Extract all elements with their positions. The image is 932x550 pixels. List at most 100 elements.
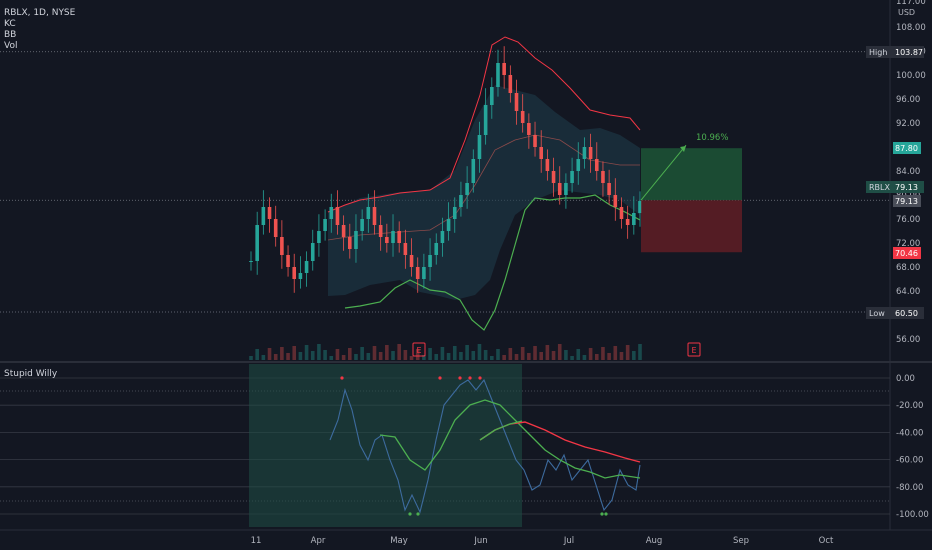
candle (323, 219, 327, 231)
volume-bar (527, 353, 531, 360)
candle (452, 207, 457, 219)
current-price-tag-bg (866, 181, 924, 193)
osc-overbought-dot (468, 376, 472, 380)
indicator-vol[interactable]: Vol (4, 41, 18, 51)
candle (632, 213, 636, 225)
candle (354, 231, 358, 249)
osc-signal-line (379, 399, 641, 479)
osc-oversold-dot (408, 512, 412, 516)
target-price-tag-bg (893, 142, 921, 154)
volume-bar (366, 353, 371, 360)
oscillator-title[interactable]: Stupid Willy (4, 369, 58, 379)
volume-bar (632, 351, 636, 360)
high-price-tag-label: High (869, 48, 887, 57)
volume-bar (310, 351, 315, 360)
symbol-title[interactable]: RBLX, 1D, NYSE (4, 8, 76, 18)
price-axis-tick: 117.00 (896, 0, 926, 7)
candle (607, 183, 611, 195)
price-axis-tick: 56.00 (896, 335, 920, 345)
time-axis-tick: Jun (473, 536, 487, 546)
price-axis-tick: 108.00 (896, 23, 926, 33)
volume-bar (249, 356, 253, 360)
last-close-tag[interactable]: 79.13 (893, 195, 921, 207)
low-price-tag-bg (866, 307, 924, 319)
candle (570, 171, 574, 183)
position-loss-zone[interactable] (641, 200, 742, 253)
current-price-tag[interactable]: RBLX 79.13 (866, 181, 924, 193)
volume-bar (422, 355, 426, 360)
candle (267, 207, 272, 219)
candle (341, 225, 346, 237)
volume-bar (273, 354, 278, 360)
volume-bar (459, 352, 463, 360)
earnings-marker[interactable] (412, 342, 426, 357)
osc-overbought-dot (340, 376, 344, 380)
volume-bar (323, 350, 327, 360)
stop-price-tag-bg (893, 247, 921, 259)
indicator-bb[interactable]: BB (4, 30, 17, 40)
volume-bar (582, 355, 587, 360)
volume-bar (391, 351, 395, 360)
position-arrow (640, 144, 687, 201)
candle (310, 243, 315, 261)
price-axis-tick: 100.00 (896, 71, 926, 81)
candle (292, 267, 297, 279)
osc-axis-tick: -20.00 (896, 401, 923, 411)
volume-bar (261, 355, 266, 360)
volume-bar (619, 352, 624, 360)
volume-bar (298, 352, 303, 360)
indicator-kc[interactable]: KC (4, 19, 16, 29)
candle (601, 171, 605, 183)
candle (619, 207, 624, 219)
candle (360, 219, 364, 231)
last-close-tag-bg (893, 195, 921, 207)
position-profit-zone[interactable] (641, 148, 742, 201)
time-axis-tick: Apr (311, 536, 326, 546)
target-price-tag[interactable]: 87.80 (893, 142, 921, 154)
candle (638, 201, 642, 213)
volume-bar (428, 348, 432, 360)
candle (440, 231, 445, 243)
candle (551, 171, 556, 183)
volume-bar (514, 354, 519, 360)
volume-bar (409, 356, 414, 360)
osc-axis-tick: -80.00 (896, 483, 923, 493)
candle (502, 63, 506, 75)
osc-overbought-dot (458, 376, 462, 380)
earnings-marker[interactable] (687, 342, 701, 357)
candle (539, 147, 544, 159)
candle (520, 111, 525, 123)
candle (459, 195, 463, 207)
low-price-tag-value: 60.50 (895, 309, 918, 318)
low-price-tag[interactable]: Low 60.50 (866, 307, 924, 319)
candle (594, 159, 599, 171)
osc-oversold-dot (416, 512, 420, 516)
osc-axis-tick: -100.00 (896, 510, 929, 520)
candle (588, 147, 593, 159)
candle (434, 243, 439, 255)
candle (403, 243, 408, 255)
volume-bar (267, 348, 272, 360)
stop-price-tag[interactable]: 70.46 (893, 247, 921, 259)
price-axis-tick: 72.00 (896, 239, 920, 249)
high-price-tag[interactable]: High 103.87 (866, 46, 924, 58)
volume-bar (557, 344, 562, 360)
candle (280, 237, 284, 255)
candle (483, 105, 488, 135)
candle (508, 75, 513, 93)
current-price-tag-label: RBLX (869, 183, 891, 192)
price-axis-tick: 76.00 (896, 215, 920, 225)
price-axis-currency: USD (898, 8, 915, 17)
volume-bar (304, 345, 309, 360)
volume-bar (490, 356, 494, 360)
candle (576, 159, 581, 171)
position-percent-label: 10.96% (696, 133, 728, 143)
candle (261, 207, 266, 225)
price-axis-tick: 92.00 (896, 119, 920, 129)
candle (366, 207, 371, 219)
candle (527, 123, 531, 135)
volume-bar (570, 356, 574, 360)
volume-bar (545, 345, 550, 360)
volume-bar (341, 355, 346, 360)
